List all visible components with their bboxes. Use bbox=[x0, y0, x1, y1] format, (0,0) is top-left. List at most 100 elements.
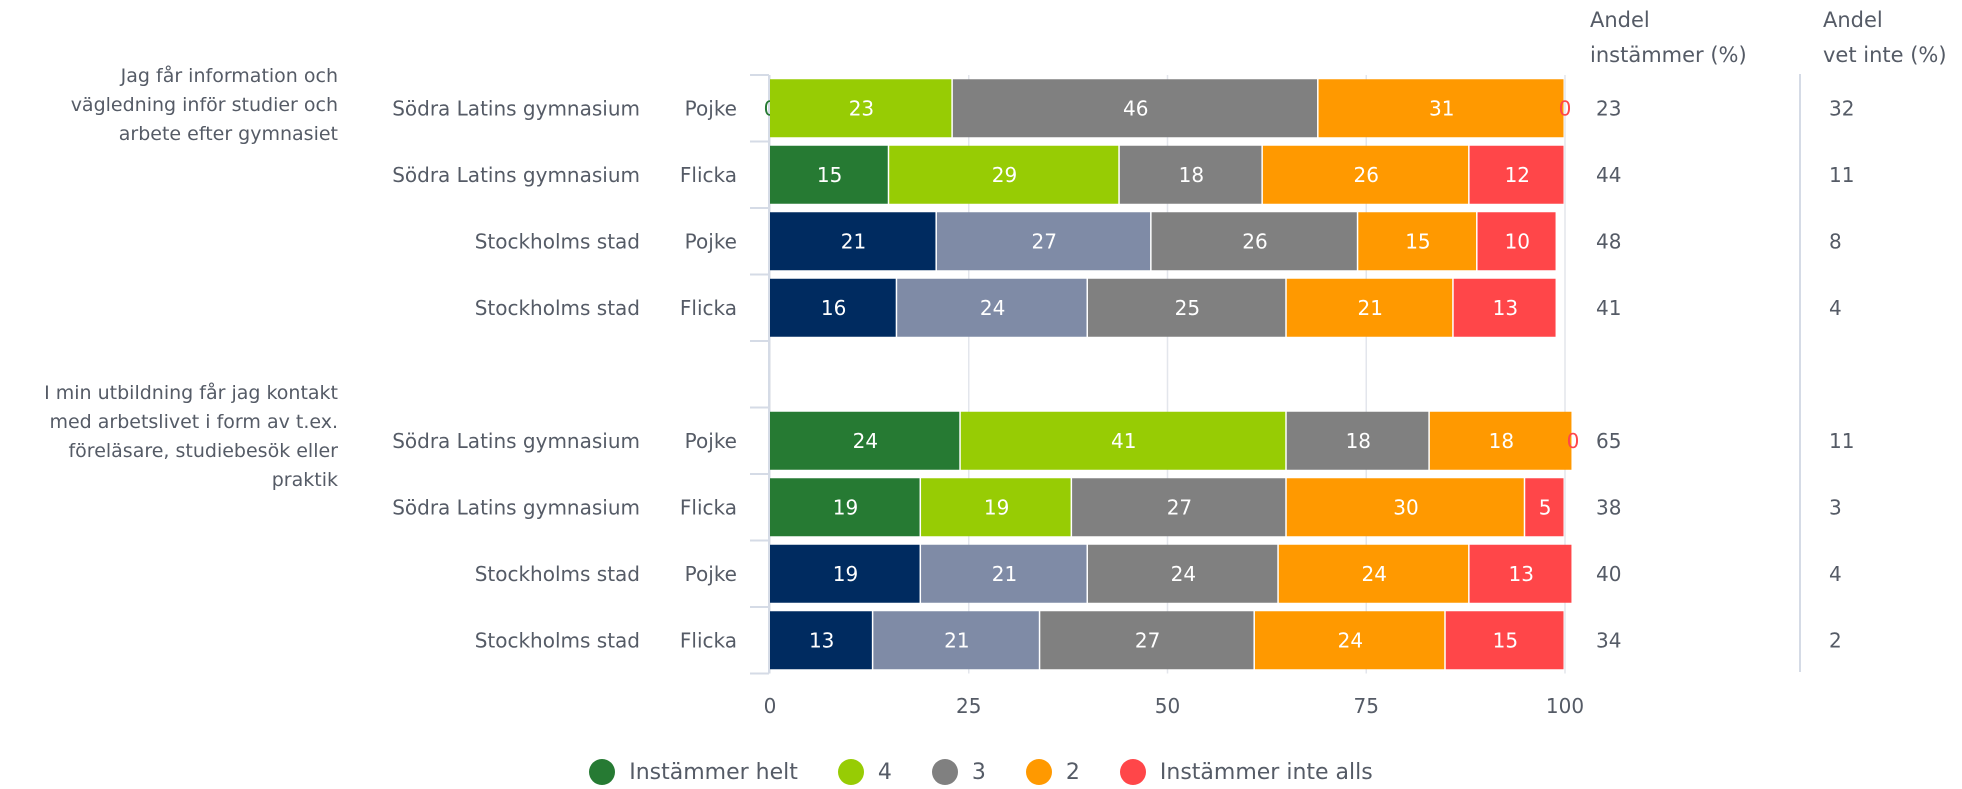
bar-value-label: 19 bbox=[833, 495, 858, 519]
row-school-label: Södra Latins gymnasium bbox=[392, 429, 640, 453]
andel-instammer-value: 44 bbox=[1596, 163, 1621, 187]
bar-value-label: 21 bbox=[1357, 296, 1382, 320]
bar-value-label: 29 bbox=[992, 163, 1017, 187]
bar-segment bbox=[770, 145, 888, 204]
row-school-label: Stockholms stad bbox=[475, 296, 640, 320]
bar-segment bbox=[1286, 278, 1453, 337]
row-gender-label: Pojke bbox=[685, 429, 737, 453]
row-gender-label: Pojke bbox=[685, 562, 737, 586]
legend-label: 4 bbox=[877, 759, 892, 785]
legend-item-instammer-helt[interactable]: Instämmer helt bbox=[589, 759, 798, 785]
bar-value-label: 18 bbox=[1179, 163, 1204, 187]
legend-item-2[interactable]: 2 bbox=[1025, 759, 1080, 785]
bar-segment bbox=[770, 544, 920, 603]
bar-segment bbox=[770, 611, 872, 670]
bar-segment bbox=[1469, 145, 1564, 204]
bar-segment bbox=[1088, 544, 1278, 603]
question-label: arbete efter gymnasiet bbox=[119, 123, 338, 145]
row-school-label: Södra Latins gymnasium bbox=[392, 163, 640, 187]
bar-segment bbox=[770, 478, 920, 537]
bar-segment bbox=[1453, 278, 1556, 337]
bar-value-label: 27 bbox=[1167, 495, 1192, 519]
bar-value-label: 5 bbox=[1539, 495, 1552, 519]
legend-label: Instämmer helt bbox=[629, 759, 798, 785]
bar-segment bbox=[770, 79, 952, 138]
andel-instammer-value: 65 bbox=[1596, 429, 1621, 453]
andel-instammer-value: 23 bbox=[1596, 96, 1621, 120]
andel-instammer-value: 34 bbox=[1596, 628, 1621, 652]
bar-segment bbox=[1525, 478, 1564, 537]
andel-vet-inte-value: 4 bbox=[1829, 296, 1842, 320]
andel-instammer-value: 48 bbox=[1596, 229, 1621, 253]
bar-segment bbox=[952, 79, 1318, 138]
bar-segment bbox=[1358, 212, 1477, 271]
bar-value-label: 13 bbox=[1493, 296, 1518, 320]
bar-value-label: 24 bbox=[980, 296, 1005, 320]
bar-value-label: 18 bbox=[1346, 429, 1371, 453]
bar-segment bbox=[1254, 611, 1445, 670]
andel-vet-inte-value: 4 bbox=[1829, 562, 1842, 586]
x-tick-label: 75 bbox=[1354, 694, 1379, 718]
bar-value-label: 27 bbox=[1032, 229, 1057, 253]
bar-segment bbox=[770, 212, 936, 271]
legend-label: Instämmer inte alls bbox=[1159, 759, 1373, 785]
bar-value-label: 21 bbox=[841, 229, 866, 253]
andel-vet-inte-value: 8 bbox=[1829, 229, 1842, 253]
legend-label: 2 bbox=[1065, 759, 1080, 785]
question-label: föreläsare, studiebesök eller bbox=[68, 440, 338, 462]
legend-item-3[interactable]: 3 bbox=[931, 759, 986, 785]
bar-value-label: 13 bbox=[1509, 562, 1534, 586]
bar-segment bbox=[921, 478, 1071, 537]
bar-segment bbox=[1278, 544, 1469, 603]
bar-value-label: 15 bbox=[1493, 628, 1518, 652]
bar-value-label: 0 bbox=[1559, 96, 1572, 120]
bar-segment bbox=[1286, 411, 1429, 470]
bar-segment bbox=[873, 611, 1039, 670]
bar-segment bbox=[1429, 411, 1572, 470]
legend-marker bbox=[1025, 759, 1052, 785]
bar-value-label: 15 bbox=[1405, 229, 1430, 253]
bar-value-label: 24 bbox=[853, 429, 878, 453]
row-gender-label: Pojke bbox=[685, 229, 737, 253]
bar-value-label: 24 bbox=[1361, 562, 1386, 586]
bar-value-label: 21 bbox=[944, 628, 969, 652]
bar-segment bbox=[1262, 145, 1469, 204]
bar-value-label: 26 bbox=[1242, 229, 1267, 253]
bar-segment bbox=[960, 411, 1286, 470]
legend-marker bbox=[1119, 759, 1146, 785]
bar-value-label: 16 bbox=[821, 296, 846, 320]
andel-instammer-value: 41 bbox=[1596, 296, 1621, 320]
bar-value-label: 46 bbox=[1123, 96, 1148, 120]
bar-value-label: 10 bbox=[1505, 229, 1530, 253]
andel-vet-inte-value: 3 bbox=[1829, 495, 1842, 519]
andel-instammer-value: 40 bbox=[1596, 562, 1621, 586]
x-tick-label: 50 bbox=[1155, 694, 1180, 718]
column-header-instammer: instämmer (%) bbox=[1590, 43, 1747, 67]
bar-segment bbox=[936, 212, 1151, 271]
bar-value-label: 21 bbox=[992, 562, 1017, 586]
legend-item-4[interactable]: 4 bbox=[837, 759, 892, 785]
bar-segment bbox=[1088, 278, 1286, 337]
bar-segment bbox=[1151, 212, 1357, 271]
question-label: vägledning inför studier och bbox=[71, 94, 338, 116]
row-school-label: Stockholms stad bbox=[475, 229, 640, 253]
row-gender-label: Flicka bbox=[680, 628, 737, 652]
bar-value-label: 23 bbox=[849, 96, 874, 120]
question-label: I min utbildning får jag kontakt bbox=[44, 381, 338, 404]
bar-value-label: 24 bbox=[1338, 628, 1363, 652]
bar-value-label: 15 bbox=[817, 163, 842, 187]
bar-value-label: 41 bbox=[1111, 429, 1136, 453]
andel-vet-inte-value: 11 bbox=[1829, 163, 1854, 187]
question-label: praktik bbox=[272, 469, 338, 491]
bar-segment bbox=[897, 278, 1087, 337]
bar-value-label: 26 bbox=[1354, 163, 1379, 187]
legend-label: 3 bbox=[971, 759, 986, 785]
row-gender-label: Flicka bbox=[680, 163, 737, 187]
bar-segment bbox=[770, 278, 896, 337]
x-tick-label: 25 bbox=[956, 694, 981, 718]
bar-value-label: 25 bbox=[1175, 296, 1200, 320]
bar-segment bbox=[1445, 611, 1564, 670]
legend-item-instammer-inte-alls[interactable]: Instämmer inte alls bbox=[1119, 759, 1373, 785]
bar-segment bbox=[1119, 145, 1262, 204]
